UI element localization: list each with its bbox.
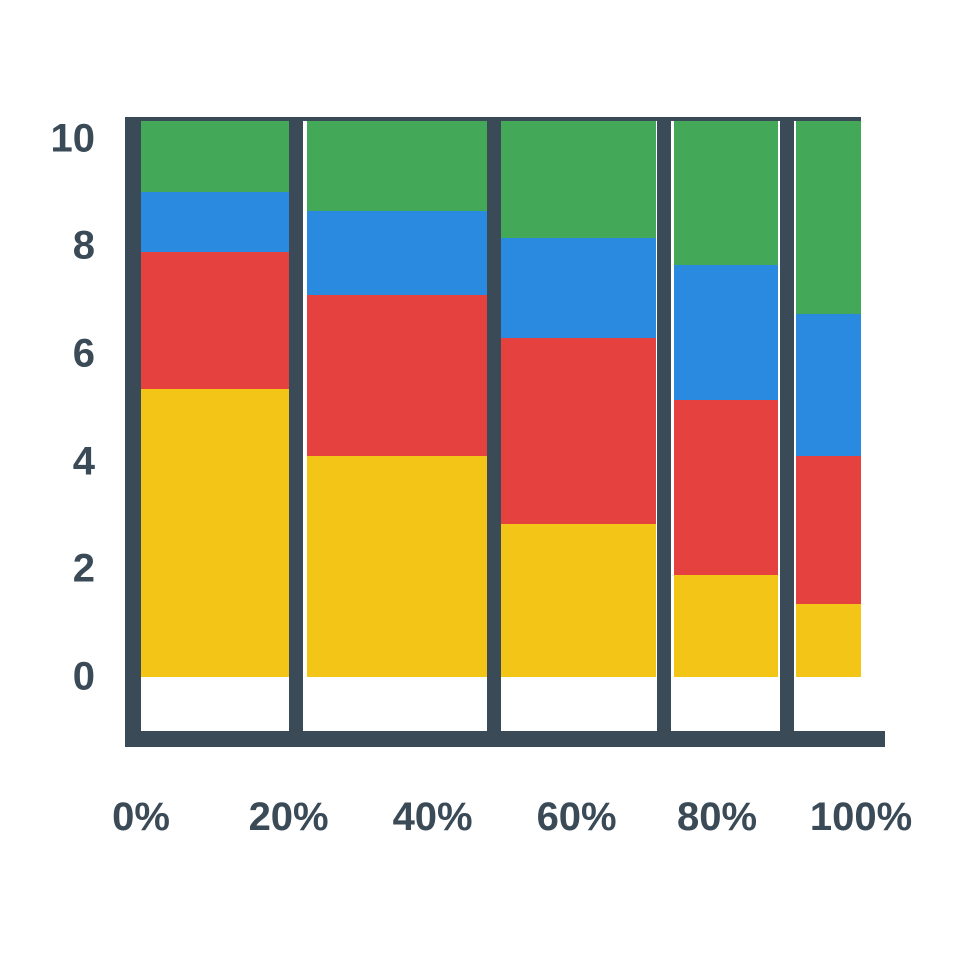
segment-red — [501, 338, 656, 524]
segment-green — [501, 117, 656, 238]
y-tick-label: 2 — [73, 547, 95, 592]
x-tick-label: 60% — [537, 795, 617, 840]
segment-green — [796, 117, 861, 314]
segment-blue — [674, 265, 778, 400]
segment-green — [674, 117, 778, 265]
x-tick-label: 20% — [249, 795, 329, 840]
segment-red — [674, 400, 778, 575]
y-axis — [125, 117, 141, 747]
segment-green — [307, 117, 487, 211]
x-tick-label: 100% — [810, 795, 912, 840]
bar-divider-2 — [487, 117, 501, 731]
segment-green — [141, 117, 289, 192]
bar-3 — [501, 117, 656, 731]
bar-1 — [141, 117, 289, 731]
bar-2 — [307, 117, 487, 731]
segment-blue — [501, 238, 656, 338]
bar-divider-4 — [780, 117, 794, 731]
stacked-bar-chart: 02468100%20%40%60%80%100% — [141, 117, 861, 731]
y-tick-label: 6 — [73, 331, 95, 376]
segment-yellow — [307, 456, 487, 677]
segment-yellow — [141, 389, 289, 677]
segment-yellow — [501, 524, 656, 678]
segment-yellow — [796, 604, 861, 677]
x-tick-label: 40% — [393, 795, 473, 840]
segment-red — [307, 295, 487, 457]
y-tick-label: 8 — [73, 224, 95, 269]
segment-yellow — [674, 575, 778, 677]
segment-red — [796, 456, 861, 604]
bar-5 — [796, 117, 861, 731]
x-axis — [125, 731, 885, 747]
segment-blue — [141, 192, 289, 251]
plot-area: 02468100%20%40%60%80%100% — [141, 117, 861, 731]
segment-red — [141, 252, 289, 389]
plot-top-rule — [141, 117, 861, 121]
y-tick-label: 10 — [51, 116, 96, 161]
bar-4 — [674, 117, 778, 731]
x-tick-label: 80% — [677, 795, 757, 840]
bar-divider-1 — [289, 117, 303, 731]
y-tick-label: 4 — [73, 439, 95, 484]
y-tick-label: 0 — [73, 655, 95, 700]
x-tick-label: 0% — [112, 795, 170, 840]
segment-blue — [796, 314, 861, 457]
bar-divider-3 — [657, 117, 671, 731]
segment-blue — [307, 211, 487, 294]
